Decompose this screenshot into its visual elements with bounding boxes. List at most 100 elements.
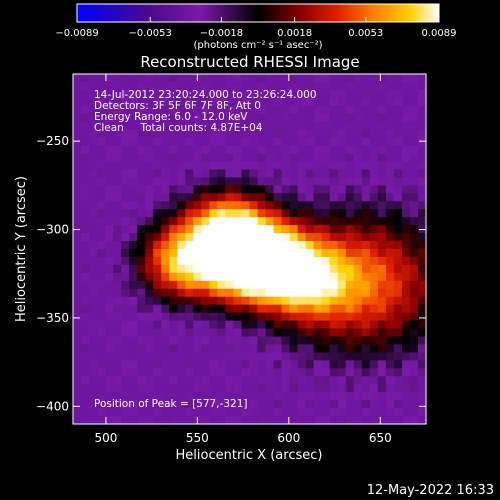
heatmap-cell <box>273 153 283 162</box>
heatmap-cell <box>241 233 250 242</box>
heatmap-cell <box>137 264 146 274</box>
heatmap-cell <box>273 97 283 107</box>
heatmap-cell <box>393 169 403 178</box>
heatmap-cell <box>377 113 387 123</box>
heatmap-cell <box>289 241 299 250</box>
heatmap-cell <box>249 241 259 250</box>
heatmap-cell <box>137 185 146 194</box>
heatmap-cell <box>385 280 395 290</box>
heatmap-cell <box>209 233 218 242</box>
heatmap-cell <box>273 89 283 99</box>
heatmap-cell <box>305 249 315 258</box>
heatmap-cell <box>281 161 291 170</box>
heatmap-cell <box>193 89 202 99</box>
heatmap-cell <box>193 113 202 123</box>
heatmap-cell <box>305 360 315 369</box>
heatmap-cell <box>137 209 146 218</box>
heatmap-cell <box>281 81 291 91</box>
heatmap-cell <box>337 392 347 401</box>
heatmap-cell <box>225 97 234 107</box>
heatmap-cell <box>177 272 186 282</box>
heatmap-cell <box>153 336 162 345</box>
heatmap-cell <box>73 320 82 330</box>
heatmap-cell <box>225 344 234 353</box>
heatmap-cell <box>89 153 98 162</box>
heatmap-cell <box>281 264 291 274</box>
heatmap-cell <box>313 249 323 258</box>
heatmap-cell <box>329 304 339 314</box>
heatmap-cell <box>257 312 267 322</box>
heatmap-cell <box>217 360 226 369</box>
heatmap-cell <box>417 352 427 361</box>
heatmap-cell <box>89 344 98 353</box>
heatmap-cell <box>377 105 387 115</box>
colorbar: −0.0089 −0.0053 −0.0018 0.0018 0.0053 0.0089 … <box>55 3 457 51</box>
heatmap-cell <box>401 209 411 218</box>
heatmap-cell <box>201 161 210 170</box>
heatmap-cell <box>209 280 218 290</box>
heatmap-cell <box>241 81 250 91</box>
heatmap-cell <box>209 352 218 361</box>
heatmap-cell <box>289 416 299 425</box>
heatmap-cell <box>233 105 242 115</box>
heatmap-cell <box>145 272 154 282</box>
heatmap-cell <box>89 193 98 202</box>
heatmap-cell <box>129 352 138 361</box>
heatmap-cell <box>273 249 283 258</box>
heatmap-cell <box>361 264 371 274</box>
heatmap-cell <box>329 320 339 330</box>
heatmap-cell <box>113 264 122 274</box>
heatmap-cell <box>249 161 259 170</box>
heatmap-cell <box>345 217 355 226</box>
heatmap-cell <box>289 97 299 107</box>
heatmap-cell <box>337 352 347 361</box>
heatmap-cell <box>361 288 371 298</box>
heatmap-cell <box>185 416 194 425</box>
heatmap-cell <box>329 209 339 218</box>
heatmap-cell <box>321 193 331 202</box>
heatmap-cell <box>289 304 299 314</box>
heatmap-cell <box>289 368 299 377</box>
heatmap-cell <box>153 392 162 401</box>
heatmap-cell <box>369 272 379 282</box>
heatmap-cell <box>329 153 339 162</box>
heatmap-cell <box>297 280 307 290</box>
heatmap-cell <box>305 336 315 345</box>
heatmap-cell <box>121 145 130 155</box>
heatmap-cell <box>145 256 154 266</box>
heatmap-cell <box>73 288 82 298</box>
heatmap-cell <box>225 81 234 91</box>
heatmap-cell <box>129 416 138 425</box>
heatmap-cell <box>169 169 178 178</box>
heatmap-cell <box>369 400 379 409</box>
heatmap-cell <box>241 105 250 115</box>
heatmap-cell <box>161 113 170 123</box>
heatmap-cell <box>417 408 427 417</box>
colorbar-ticks: −0.0089 −0.0053 −0.0018 0.0018 0.0053 0.0089 <box>55 17 457 39</box>
heatmap-cell <box>241 177 250 186</box>
heatmap-cell <box>385 201 395 210</box>
heatmap-cell <box>89 201 98 210</box>
heatmap-cell <box>305 376 315 385</box>
heatmap-cell <box>241 241 250 250</box>
heatmap-cell <box>297 360 307 369</box>
heatmap-cell <box>385 264 395 274</box>
heatmap-cell <box>305 201 315 210</box>
heatmap-cell <box>345 280 355 290</box>
heatmap-cell <box>297 352 307 361</box>
heatmap-cell <box>73 384 82 393</box>
heatmap-cell <box>377 201 387 210</box>
heatmap-cell <box>137 105 146 115</box>
heatmap-cell <box>385 225 395 234</box>
heatmap-cell <box>329 384 339 393</box>
heatmap-cell <box>313 384 323 393</box>
heatmap-cell <box>289 201 299 210</box>
heatmap-cell <box>273 256 283 266</box>
heatmap-cell <box>73 161 82 170</box>
heatmap-cell <box>97 153 106 162</box>
heatmap-cell <box>153 328 162 337</box>
heatmap-cell <box>313 264 323 274</box>
heatmap-cell <box>265 264 275 274</box>
heatmap-cell <box>217 209 226 218</box>
heatmap-cell <box>401 217 411 226</box>
